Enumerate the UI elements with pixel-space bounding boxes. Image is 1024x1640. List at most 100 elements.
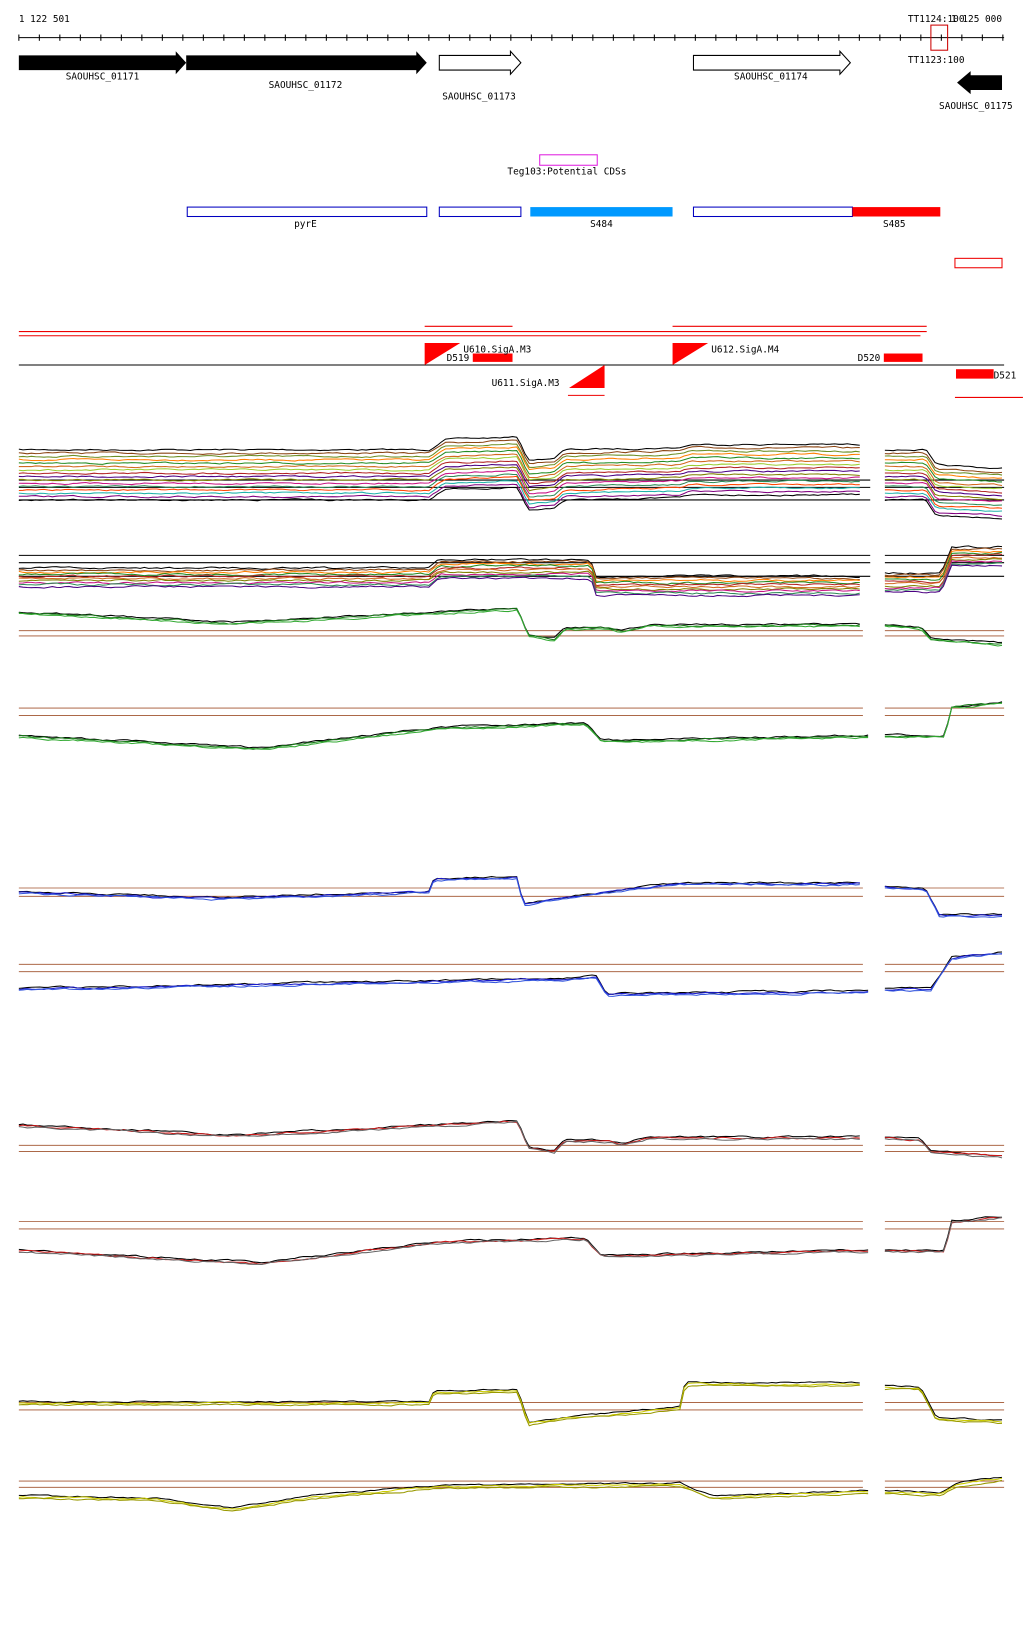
feature-box [852, 207, 941, 217]
signal-line [884, 701, 1003, 738]
feature-box [954, 257, 1003, 269]
ruler-ticks [18, 34, 1004, 41]
promoter-label: U610.SigA.M3 [463, 344, 531, 355]
signal-line [884, 885, 1003, 916]
feature-box [186, 206, 428, 218]
expression-tracks [18, 436, 1005, 1512]
ruler-end: 1 125 000 [951, 14, 1002, 25]
signal-line [18, 1484, 869, 1512]
promoter-mark [955, 369, 994, 379]
signal-line [884, 461, 1003, 483]
track [18, 1119, 1005, 1159]
gene-label: SAOUHSC_01172 [269, 80, 343, 91]
feature-box [692, 206, 853, 218]
ruler-start: 1 122 501 [19, 14, 70, 25]
marker-box [930, 24, 949, 51]
signal-line [884, 492, 1003, 512]
signal-line [18, 976, 869, 996]
signal-line [884, 478, 1003, 501]
marker-label: TT1123:100 [908, 55, 965, 66]
cds-box [539, 154, 598, 166]
promoter-label: U612.SigA.M4 [711, 344, 779, 355]
signal-line [884, 702, 1003, 739]
signal-line [884, 1476, 1003, 1494]
signal-line [884, 887, 1003, 918]
feature-box [438, 206, 522, 218]
signal-line [18, 1381, 860, 1423]
signal-line [884, 1388, 1003, 1425]
signal-line [18, 1483, 869, 1510]
signal-line [884, 482, 1003, 502]
signal-line [884, 952, 1003, 992]
signal-line [18, 1481, 869, 1509]
gene-arrow [438, 49, 522, 76]
signal-line [884, 1386, 1003, 1423]
signal-line [18, 456, 860, 481]
track [18, 876, 1005, 918]
signal-line [18, 449, 860, 475]
promoter-mark [472, 353, 513, 362]
signal-line [884, 489, 1003, 509]
gene-label: SAOUHSC_01171 [66, 71, 140, 82]
promoter-mark [672, 343, 709, 366]
marker-label: TT1124:100 [908, 14, 965, 25]
signal-line [884, 472, 1003, 494]
signal-line [18, 469, 860, 495]
gene-arrow [186, 51, 427, 75]
signal-line [18, 576, 860, 598]
signal-line [884, 458, 1003, 479]
gene-arrow [692, 49, 852, 76]
signal-line [884, 448, 1003, 469]
signal-line [884, 498, 1003, 520]
signal-line [884, 564, 1003, 594]
cds-label: Teg103:Potential CDSs [507, 167, 626, 178]
signal-line [18, 609, 860, 642]
signal-line [18, 480, 860, 505]
signal-line [18, 463, 860, 488]
promoter-label: U611.SigA.M3 [492, 378, 560, 389]
promoter-mark [883, 353, 923, 362]
signal-line [18, 566, 860, 587]
signal-line [18, 607, 860, 641]
signal-line [884, 1216, 1003, 1254]
promoters: U610.SigA.M3 D519 U612.SigA.M4 D520 U611… [18, 325, 1023, 398]
signal-line [884, 547, 1003, 577]
signal-line [18, 974, 869, 995]
signal-line [18, 1238, 869, 1266]
ruler: 1 122 501 1 125 000 TT1124:100 TT1123:10… [18, 14, 1005, 66]
signal-line [18, 475, 860, 501]
signal-line [884, 1138, 1003, 1159]
signal-line [18, 877, 860, 906]
signal-line [18, 453, 860, 478]
genes: SAOUHSC_01171 SAOUHSC_01172 SAOUHSC_0117… [18, 49, 1013, 112]
signal-line [884, 475, 1003, 497]
track [18, 607, 1005, 647]
track [18, 1476, 1005, 1512]
signal-line [18, 473, 860, 498]
feature-label: pyrE [294, 219, 317, 230]
signal-line [884, 625, 1003, 647]
signal-line [18, 572, 860, 593]
signal-line [884, 885, 1003, 917]
feature-box [530, 207, 673, 217]
signal-line [18, 460, 860, 485]
signal-line [884, 560, 1003, 590]
signal-line [884, 455, 1003, 476]
track [18, 1216, 1005, 1266]
signal-line [18, 722, 869, 749]
signal-line [18, 559, 860, 581]
signal-line [18, 1120, 860, 1154]
signal-line [884, 562, 1003, 591]
track [18, 951, 1005, 997]
signal-line [18, 443, 860, 468]
signal-line [884, 451, 1003, 474]
track [18, 436, 1005, 520]
promoter-label: D521 [994, 371, 1017, 382]
signal-line [884, 1479, 1003, 1497]
signal-line [18, 1119, 860, 1151]
feature-label: S484 [590, 219, 613, 230]
signal-line [18, 607, 860, 638]
signal-line [18, 436, 860, 461]
